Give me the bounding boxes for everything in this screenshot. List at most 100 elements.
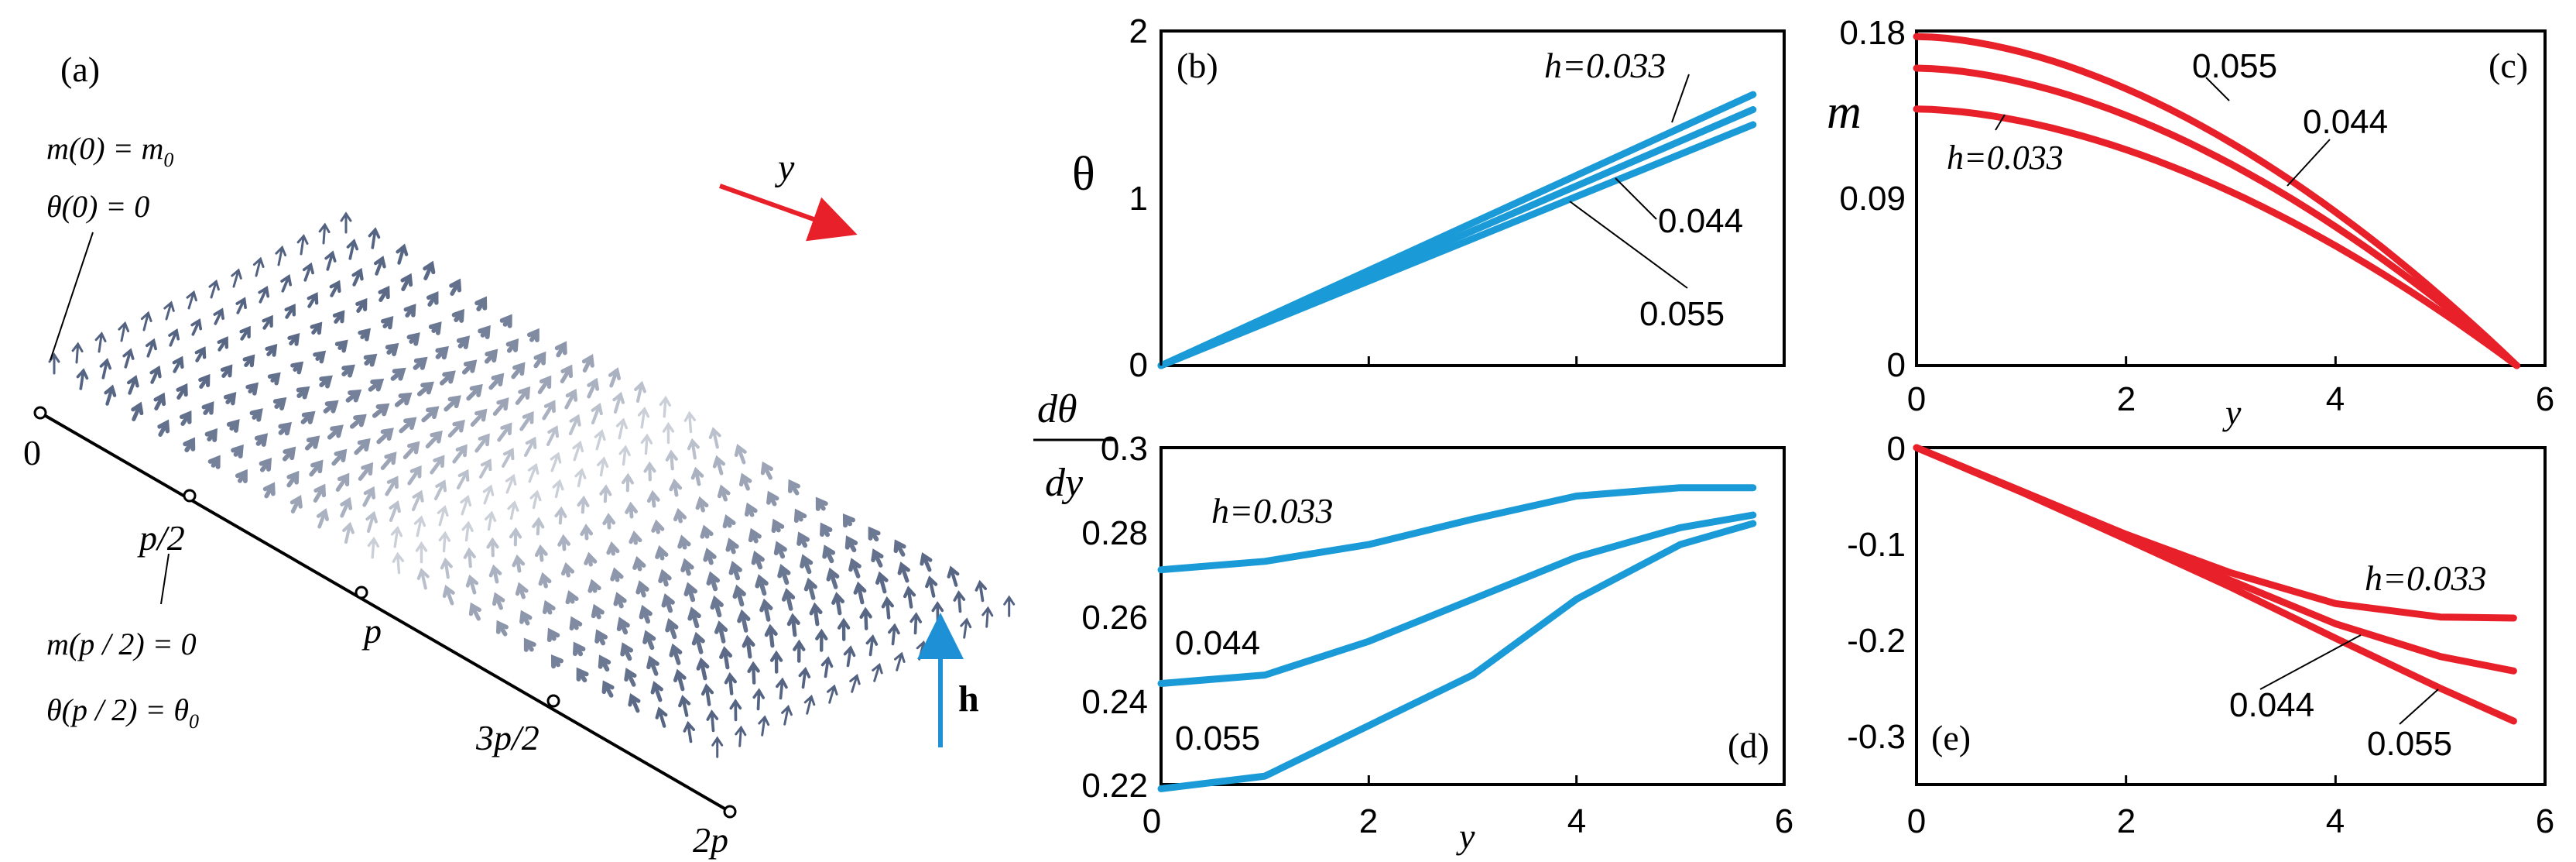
spin-arrow <box>131 401 144 421</box>
spin-arrow <box>204 428 218 442</box>
spin-arrow <box>640 433 653 455</box>
spin-arrow <box>426 290 439 307</box>
spin-arrow <box>355 297 368 313</box>
spin-arrow <box>827 684 838 704</box>
panel-c-frame <box>1915 29 2547 367</box>
eq-theta0: θ(0) = 0 <box>46 189 149 224</box>
spin-arrow <box>316 508 329 529</box>
spin-arrow <box>916 640 928 661</box>
spin-arrow <box>435 345 449 360</box>
axis-tick-0: 0 <box>23 433 41 472</box>
spin-arrow <box>300 410 316 424</box>
spin-arrow <box>703 548 717 565</box>
spin-arrow <box>711 736 724 758</box>
spin-arrow <box>275 245 287 266</box>
curve-d-0044 <box>1157 511 1757 687</box>
spin-arrow <box>474 433 490 453</box>
axis-marker-3p-half <box>546 694 560 708</box>
spin-arrow <box>519 410 534 431</box>
axis-marker-2p <box>723 805 737 819</box>
spin-arrow <box>577 495 590 514</box>
curve-c-0055 <box>1913 33 2520 369</box>
spin-arrow <box>258 286 270 304</box>
spin-arrow <box>732 584 746 607</box>
spin-arrow <box>478 458 492 479</box>
spin-arrow <box>499 314 512 328</box>
spin-arrow <box>396 243 409 265</box>
spin-arrow <box>793 639 806 663</box>
spin-arrow <box>683 720 696 744</box>
spin-arrow <box>616 616 630 635</box>
spin-field <box>48 211 1016 758</box>
spin-arrow <box>735 725 747 747</box>
spin-arrow <box>140 311 152 331</box>
spin-arrow <box>560 562 575 578</box>
spin-arrow <box>560 364 574 383</box>
spin-arrow <box>687 438 700 460</box>
spin-arrow <box>724 671 737 695</box>
spin-arrow <box>975 579 988 603</box>
spin-arrow <box>324 250 337 271</box>
spin-arrow <box>632 555 646 572</box>
spin-arrow <box>696 657 710 681</box>
panel-b-ytick-1: 1 <box>1129 180 1148 218</box>
spin-arrow <box>594 629 608 646</box>
spin-arrow <box>341 364 355 378</box>
spin-arrow <box>677 534 691 550</box>
spin-arrow <box>687 606 701 629</box>
spin-arrow <box>278 421 292 436</box>
spin-arrow <box>463 547 476 568</box>
spin-arrow <box>960 617 972 639</box>
spin-arrow <box>456 469 470 489</box>
spin-arrow <box>400 273 413 291</box>
spin-arrow <box>532 517 545 536</box>
spin-arrow <box>786 613 800 637</box>
spin-arrow <box>466 383 483 401</box>
spin-arrow <box>646 655 659 676</box>
spin-arrow <box>327 424 344 440</box>
spin-arrow <box>708 427 721 449</box>
spin-arrow <box>415 541 428 564</box>
spin-arrow <box>262 314 273 330</box>
spin-arrow <box>309 459 324 477</box>
spin-arrow <box>725 537 739 555</box>
spin-arrow <box>576 667 589 683</box>
spin-arrow <box>526 328 540 342</box>
spin-arrow <box>853 581 867 605</box>
spin-arrow <box>534 544 548 562</box>
panel-d-curves <box>1157 484 1786 792</box>
spin-arrow <box>390 367 406 381</box>
spin-arrow <box>690 466 704 486</box>
spin-arrow <box>447 419 465 438</box>
panel-e: (e) 0 -0.1 -0.2 -0.3 0 2 4 6 h=0.033 0.0… <box>1847 430 2554 840</box>
spin-arrow <box>296 234 309 256</box>
spin-arrow <box>342 521 355 544</box>
spin-arrow <box>340 496 353 518</box>
spin-arrow <box>265 344 278 357</box>
spin-arrow <box>149 365 162 384</box>
spin-arrow <box>213 307 224 325</box>
spin-arrow <box>587 377 600 399</box>
spin-arrow <box>766 490 779 507</box>
spin-arrow <box>207 455 221 469</box>
spin-arrow <box>920 551 933 572</box>
spin-arrow <box>304 435 320 451</box>
spin-arrow <box>755 574 769 596</box>
spin-arrow <box>318 222 331 245</box>
panel-d-curve-label-055: 0.055 <box>1175 719 1260 757</box>
spin-arrow <box>99 358 112 379</box>
spin-arrow <box>407 465 422 486</box>
spin-arrow <box>385 476 399 496</box>
spin-arrow <box>280 274 293 293</box>
spin-arrow <box>444 395 461 412</box>
spin-arrow <box>771 518 785 534</box>
spin-arrow <box>550 452 562 472</box>
curve-e-0055 <box>1913 444 2517 725</box>
spin-arrow <box>584 551 598 567</box>
panel-d-ytick-024: 0.24 <box>1081 683 1148 721</box>
spin-arrow <box>413 515 426 537</box>
spin-arrow <box>747 661 760 685</box>
spin-arrow <box>186 290 197 310</box>
spin-arrow <box>461 520 474 542</box>
curve-c-0044 <box>1913 64 2520 369</box>
